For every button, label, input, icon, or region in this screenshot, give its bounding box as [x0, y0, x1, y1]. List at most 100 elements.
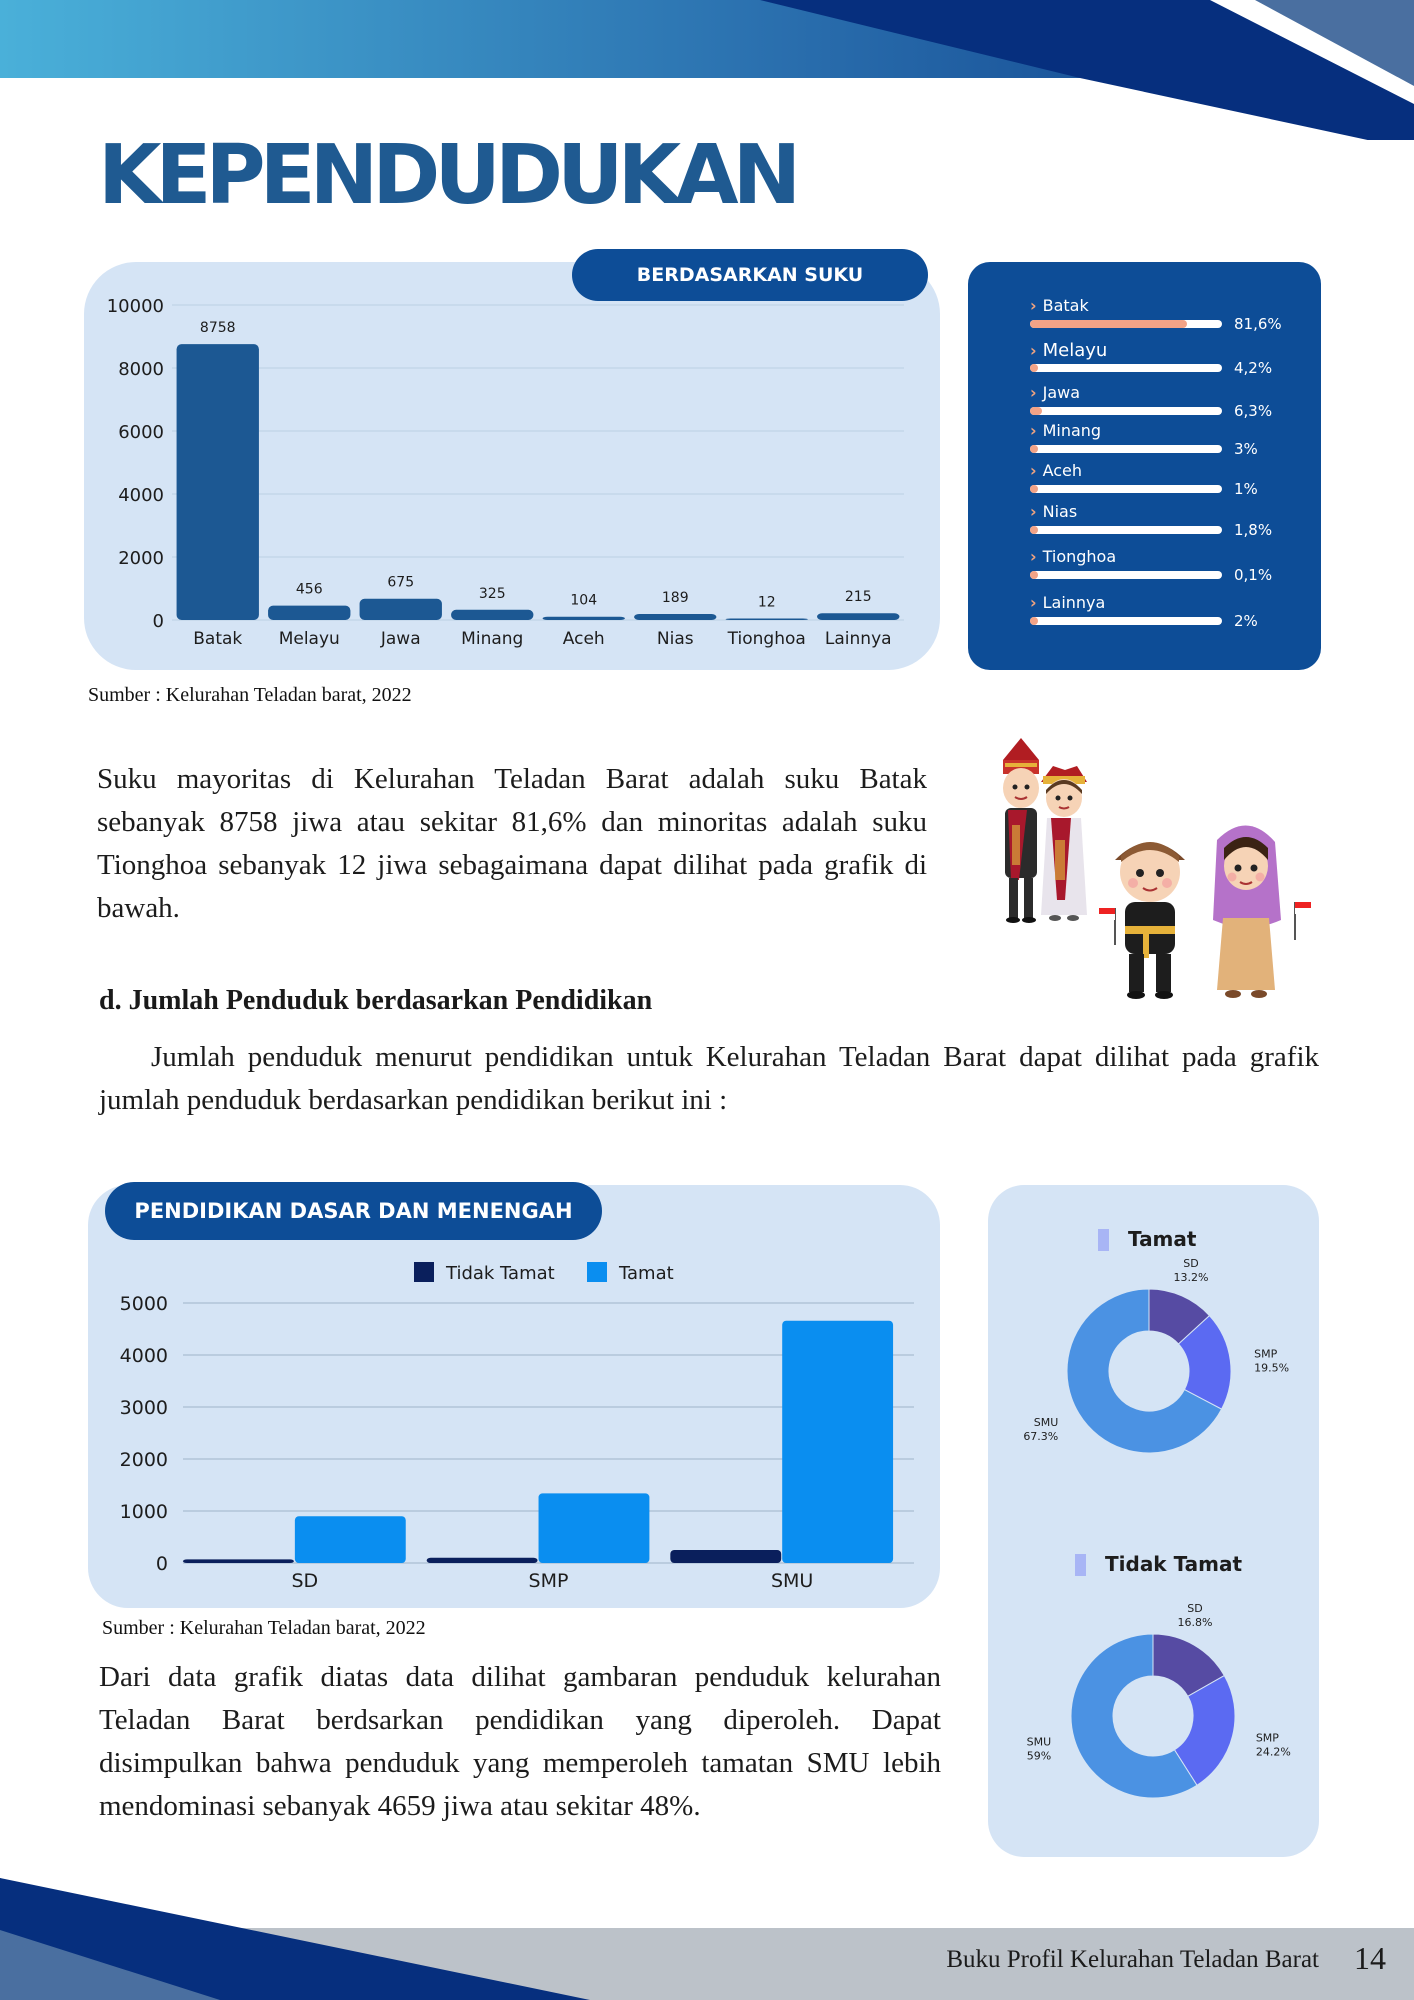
edu-legend-label: Tamat: [618, 1263, 674, 1284]
suku-x-tick: Aceh: [563, 629, 605, 649]
suku-percent-value: 0,1%: [1234, 566, 1273, 584]
suku-percent-value: 6,3%: [1234, 402, 1273, 420]
suku-percent-fill: [1030, 485, 1038, 493]
chevron-right-icon: ›: [1030, 296, 1037, 315]
suku-data-label: 675: [387, 575, 414, 591]
top-banner: [0, 0, 1414, 140]
child-batak-girl: [1041, 766, 1087, 921]
suku-percent-row: › Lainnya 2%: [1030, 593, 1290, 633]
suku-percent-label-text: Aceh: [1042, 461, 1083, 480]
suku-percent-value: 4,2%: [1234, 359, 1273, 377]
donut-label-value: 24.2%: [1256, 1746, 1291, 1759]
edu-legend-label: Tidak Tamat: [445, 1263, 555, 1284]
suku-bar: [176, 344, 259, 620]
donut-label-value: 13.2%: [1174, 1271, 1209, 1284]
donut-slice: [1173, 1674, 1236, 1786]
donut-label-value: 59%: [1027, 1750, 1051, 1763]
child-boy-black-outfit: [1099, 842, 1185, 999]
suku-y-tick: 6000: [118, 422, 164, 443]
edu-bar: [294, 1516, 406, 1563]
suku-x-tick: Minang: [461, 629, 523, 649]
suku-bar: [268, 605, 351, 620]
suku-data-label: 325: [479, 586, 506, 602]
suku-percent-label-text: Batak: [1042, 296, 1089, 315]
suku-percent-label: › Batak: [1030, 296, 1089, 315]
suku-percent-track: [1030, 445, 1222, 453]
edu-bar: [426, 1557, 538, 1563]
suku-percent-track: [1030, 617, 1222, 625]
suku-percent-label-text: Lainnya: [1042, 593, 1106, 612]
suku-percent-label: › Lainnya: [1030, 593, 1105, 612]
suku-percent-fill: [1030, 571, 1038, 579]
chevron-right-icon: ›: [1030, 593, 1037, 612]
suku-percent-label: › Nias: [1030, 502, 1077, 521]
edu-y-tick: 2000: [120, 1449, 168, 1471]
suku-percent-label-text: Jawa: [1042, 383, 1081, 402]
suku-percent-value: 1%: [1234, 480, 1258, 498]
paragraph-pendidikan-intro: Jumlah penduduk menurut pendidikan untuk…: [99, 1041, 1319, 1116]
suku-percent-track: [1030, 364, 1222, 372]
paragraph-pendidikan-summary: Dari data grafik diatas data dilihat gam…: [99, 1661, 941, 1822]
edu-y-tick: 5000: [120, 1293, 168, 1315]
suku-percent-row: › Tionghoa 0,1%: [1030, 547, 1290, 587]
donut-label-category: SMU: [1034, 1416, 1059, 1429]
suku-data-label: 189: [662, 590, 689, 606]
suku-bar-chart: 0 2000 4000 6000 8000 10000 8758 Batak 456 Melayu…: [107, 296, 904, 649]
suku-y-tick: 8000: [118, 359, 164, 380]
suku-percent-row: › Minang 3%: [1030, 421, 1290, 461]
suku-percent-track: [1030, 571, 1222, 579]
donut-label-category: SMU: [1027, 1736, 1052, 1749]
suku-percent-fill: [1030, 407, 1043, 415]
suku-percent-track: [1030, 485, 1222, 493]
suku-percent-track: [1030, 320, 1222, 328]
suku-percent-row: › Melayu 4,2%: [1030, 340, 1290, 380]
donut-label-value: 67.3%: [1023, 1430, 1058, 1443]
paragraph-suku: Suku mayoritas di Kelurahan Teladan Bara…: [97, 763, 927, 924]
suku-percent-label: › Aceh: [1030, 461, 1082, 480]
edu-y-tick: 3000: [120, 1397, 168, 1419]
suku-percent-label-text: Melayu: [1042, 340, 1108, 361]
donut-label-category: SD: [1187, 1602, 1202, 1615]
suku-percent-value: 2%: [1234, 612, 1258, 630]
suku-bar: [451, 609, 534, 620]
suku-percent-fill: [1030, 526, 1038, 534]
suku-chart-header: BERDASARKAN SUKU: [572, 249, 928, 301]
child-batak-boy: [1003, 738, 1039, 923]
traditional-costume-children-illustration: [1003, 738, 1311, 999]
donut-label-value: 16.8%: [1178, 1616, 1213, 1629]
edu-y-tick: 4000: [120, 1345, 168, 1367]
suku-percent-track: [1030, 526, 1222, 534]
suku-percent-label: › Minang: [1030, 421, 1101, 440]
suku-percent-row: › Nias 1,8%: [1030, 502, 1290, 542]
suku-x-tick: Lainnya: [825, 629, 892, 649]
suku-percent-fill: [1030, 320, 1187, 328]
donut-slice: [1066, 1288, 1223, 1454]
suku-x-tick: Tionghoa: [727, 629, 806, 649]
suku-data-label: 8758: [200, 320, 236, 336]
suku-percent-value: 3%: [1234, 440, 1258, 458]
suku-source: Sumber : Kelurahan Teladan barat, 2022: [88, 684, 412, 706]
chevron-right-icon: ›: [1030, 383, 1037, 402]
suku-percent-label-text: Tionghoa: [1042, 547, 1117, 566]
suku-percent-track: [1030, 407, 1222, 415]
bottom-banner-accent: [0, 1930, 220, 2000]
suku-data-label: 104: [570, 593, 597, 609]
suku-x-tick: Melayu: [279, 629, 340, 649]
suku-data-label: 456: [296, 582, 323, 598]
top-banner-corner: [1255, 0, 1414, 86]
edu-x-tick: SMU: [771, 1570, 813, 1592]
edu-legend-swatch: [414, 1262, 434, 1282]
suku-data-label: 215: [845, 589, 872, 605]
donut-label-category: SMP: [1254, 1347, 1277, 1360]
footer-text: Buku Profil Kelurahan Teladan Barat: [946, 1946, 1319, 1973]
chevron-right-icon: ›: [1030, 341, 1037, 360]
edu-bar: [538, 1493, 650, 1563]
chevron-right-icon: ›: [1030, 461, 1037, 480]
edu-legend-swatch: [587, 1262, 607, 1282]
donut-label-value: 19.5%: [1254, 1361, 1289, 1374]
suku-percent-fill: [1030, 617, 1038, 625]
pendidikan-chart-header: PENDIDIKAN DASAR DAN MENENGAH: [105, 1182, 602, 1240]
suku-percent-label: › Jawa: [1030, 383, 1080, 402]
donut-title-swatch: [1098, 1229, 1109, 1251]
